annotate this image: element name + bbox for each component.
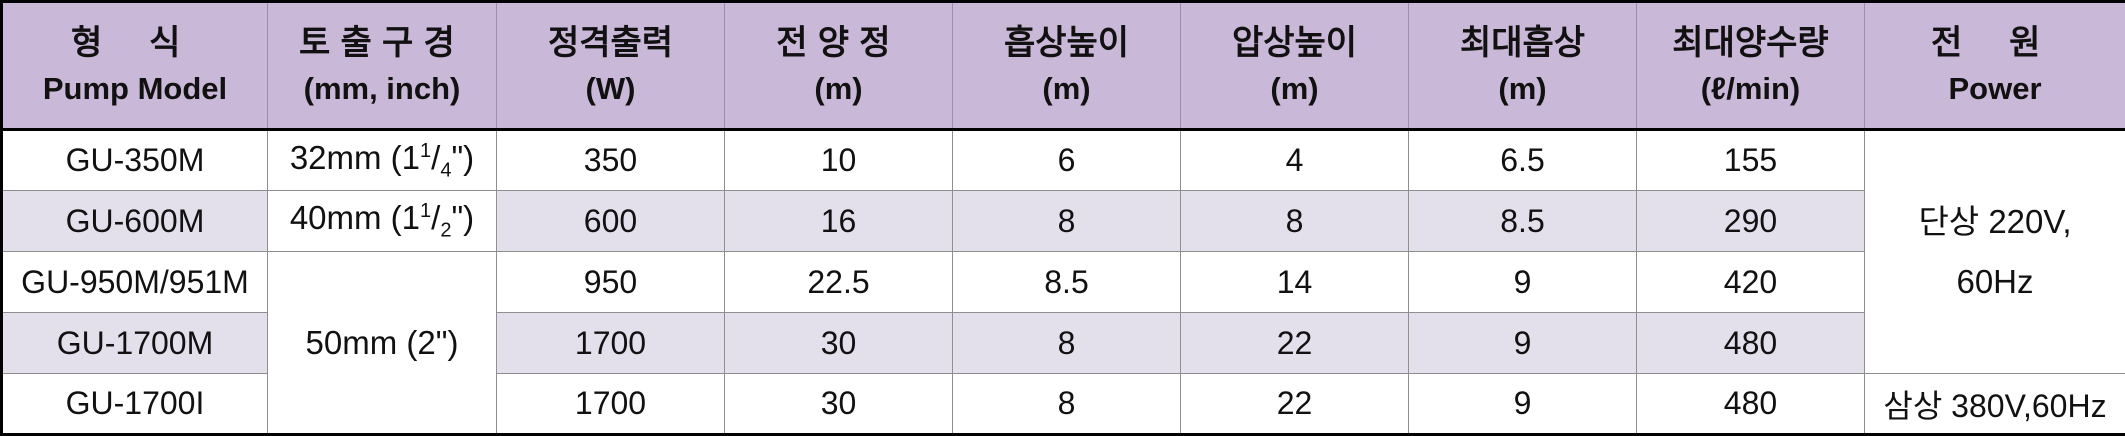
head-cell: 30 bbox=[725, 313, 953, 374]
model-cell: GU-1700M bbox=[2, 313, 268, 374]
pressure-height-cell: 4 bbox=[1181, 130, 1409, 191]
pressure-height-cell: 22 bbox=[1181, 374, 1409, 435]
port-cell: 32mm (11/4") bbox=[268, 130, 497, 191]
header-max-flow-en: (ℓ/min) bbox=[1637, 69, 1865, 130]
header-max-suction-ko: 최대흡상 bbox=[1409, 2, 1637, 70]
table-row: GU-950M/951M 50mm (2") 950 22.5 8.5 14 9… bbox=[2, 252, 2125, 313]
header-head-ko: 전양정 bbox=[725, 2, 953, 70]
output-cell: 950 bbox=[497, 252, 725, 313]
max-suction-cell: 9 bbox=[1409, 252, 1637, 313]
suction-height-cell: 8 bbox=[953, 313, 1181, 374]
port-cell: 40mm (11/2") bbox=[268, 191, 497, 252]
max-suction-cell: 9 bbox=[1409, 374, 1637, 435]
header-output-ko: 정격출력 bbox=[497, 2, 725, 70]
max-suction-cell: 8.5 bbox=[1409, 191, 1637, 252]
header-max-flow-ko: 최대양수량 bbox=[1637, 2, 1865, 70]
header-suction-height-ko: 흡상높이 bbox=[953, 2, 1181, 70]
suction-height-cell: 8 bbox=[953, 374, 1181, 435]
header-port-ko: 토출구경 bbox=[268, 2, 497, 70]
power-single-phase-cell: 단상 220V,60Hz bbox=[1865, 130, 2125, 374]
header-head-en: (m) bbox=[725, 69, 953, 130]
output-cell: 350 bbox=[497, 130, 725, 191]
header-pressure-height-en: (m) bbox=[1181, 69, 1409, 130]
model-cell: GU-1700I bbox=[2, 374, 268, 435]
head-cell: 16 bbox=[725, 191, 953, 252]
max-suction-cell: 9 bbox=[1409, 313, 1637, 374]
head-cell: 10 bbox=[725, 130, 953, 191]
header-output-en: (W) bbox=[497, 69, 725, 130]
header-power-ko: 전 원 bbox=[1865, 2, 2125, 70]
header-row-english: Pump Model (mm, inch) (W) (m) (m) (m) (m… bbox=[2, 69, 2125, 130]
port-cell: 50mm (2") bbox=[268, 252, 497, 435]
max-flow-cell: 290 bbox=[1637, 191, 1865, 252]
output-cell: 600 bbox=[497, 191, 725, 252]
header-model-en: Pump Model bbox=[2, 69, 268, 130]
max-suction-cell: 6.5 bbox=[1409, 130, 1637, 191]
header-suction-height-en: (m) bbox=[953, 69, 1181, 130]
model-cell: GU-950M/951M bbox=[2, 252, 268, 313]
header-model-ko: 형 식 bbox=[2, 2, 268, 70]
max-flow-cell: 480 bbox=[1637, 374, 1865, 435]
max-flow-cell: 480 bbox=[1637, 313, 1865, 374]
output-cell: 1700 bbox=[497, 313, 725, 374]
max-flow-cell: 155 bbox=[1637, 130, 1865, 191]
model-cell: GU-350M bbox=[2, 130, 268, 191]
pressure-height-cell: 22 bbox=[1181, 313, 1409, 374]
header-row-korean: 형 식 토출구경 정격출력 전양정 흡상높이 압상높이 최대흡상 최대양수량 전… bbox=[2, 2, 2125, 70]
table-row: GU-350M 32mm (11/4") 350 10 6 4 6.5 155 … bbox=[2, 130, 2125, 191]
header-power-en: Power bbox=[1865, 69, 2125, 130]
pressure-height-cell: 8 bbox=[1181, 191, 1409, 252]
power-three-phase-cell: 삼상 380V,60Hz bbox=[1865, 374, 2125, 435]
header-max-suction-en: (m) bbox=[1409, 69, 1637, 130]
head-cell: 30 bbox=[725, 374, 953, 435]
table-row: GU-600M 40mm (11/2") 600 16 8 8 8.5 290 bbox=[2, 191, 2125, 252]
suction-height-cell: 8.5 bbox=[953, 252, 1181, 313]
max-flow-cell: 420 bbox=[1637, 252, 1865, 313]
header-pressure-height-ko: 압상높이 bbox=[1181, 2, 1409, 70]
head-cell: 22.5 bbox=[725, 252, 953, 313]
output-cell: 1700 bbox=[497, 374, 725, 435]
suction-height-cell: 6 bbox=[953, 130, 1181, 191]
suction-height-cell: 8 bbox=[953, 191, 1181, 252]
pressure-height-cell: 14 bbox=[1181, 252, 1409, 313]
header-port-en: (mm, inch) bbox=[268, 69, 497, 130]
model-cell: GU-600M bbox=[2, 191, 268, 252]
